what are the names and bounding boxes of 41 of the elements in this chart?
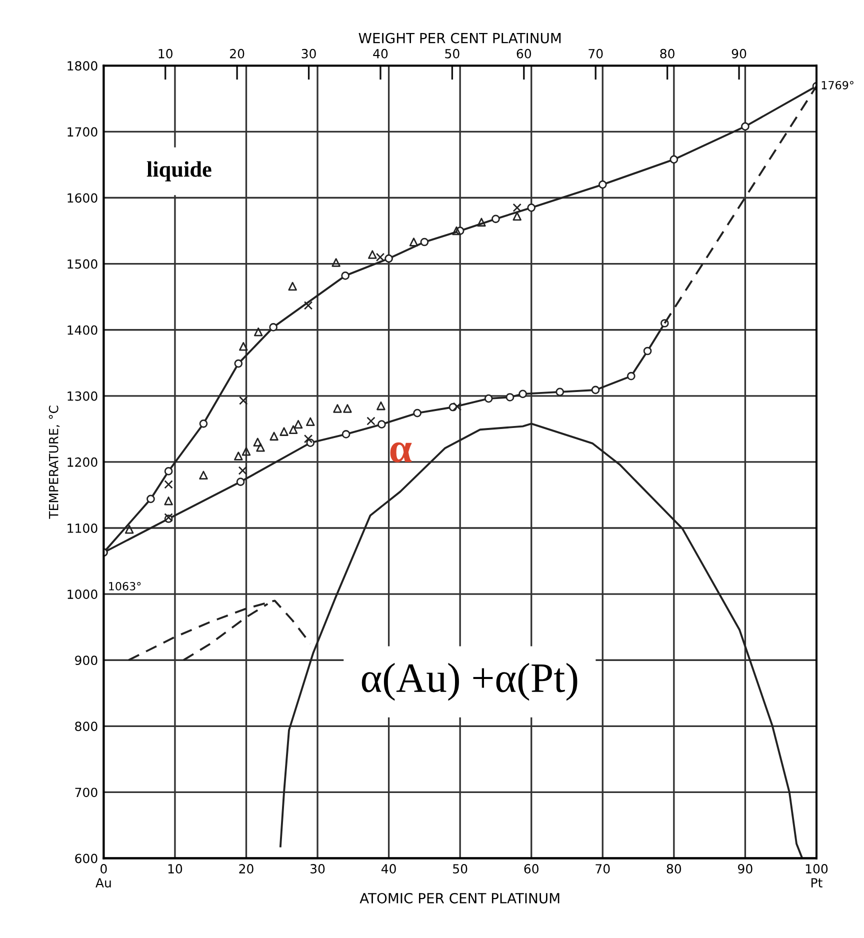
y-axis-title: TEMPERATURE, °C xyxy=(48,406,60,519)
x-tick-label: 10 xyxy=(168,864,182,874)
x2-tick-label: 20 xyxy=(230,48,244,58)
y-tick-label: 1200 xyxy=(68,457,98,467)
y-tick-label: 1800 xyxy=(68,61,98,71)
x-tick-label: 60 xyxy=(524,864,538,874)
x2-tick-label: 10 xyxy=(158,48,172,58)
x2-tick-label: 70 xyxy=(588,48,603,58)
x-tick-label: 40 xyxy=(381,864,396,874)
y-tick-label: 1000 xyxy=(68,590,98,599)
x-tick-label: 70 xyxy=(596,864,610,874)
y-tick-label: 1700 xyxy=(68,127,98,137)
annotation: α(Au) +α(Pt) xyxy=(362,662,578,701)
x-tick-label: 80 xyxy=(666,864,682,874)
y-tick-label: 1100 xyxy=(68,523,98,533)
x2-tick-label: 90 xyxy=(732,48,746,58)
x2-tick-label: 50 xyxy=(445,48,460,58)
annotation: liquide xyxy=(146,161,212,182)
x-axis-title: ATOMIC PER CENT PLATINUM xyxy=(360,892,560,904)
y-tick-label: 800 xyxy=(75,722,98,732)
y-tick-label: 1600 xyxy=(68,193,98,203)
x-tick-label: 100 Pt xyxy=(806,864,828,888)
annotation: α xyxy=(390,442,412,462)
x2-axis-title: WEIGHT PER CENT PLATINUM xyxy=(358,32,561,44)
y-tick-label: 1300 xyxy=(68,391,98,401)
x-tick-label: 0 Au xyxy=(96,864,111,888)
annotation: 1063° xyxy=(109,582,141,590)
y-tick-label: 900 xyxy=(75,656,98,666)
x-tick-label: 20 xyxy=(239,864,254,874)
x-tick-label: 50 xyxy=(453,864,468,874)
y-tick-label: 1400 xyxy=(68,325,98,335)
x-tick-label: 30 xyxy=(310,864,325,874)
annotation: 1769° xyxy=(822,80,854,90)
x2-tick-label: 60 xyxy=(516,48,532,58)
x2-tick-label: 30 xyxy=(302,48,316,58)
x2-tick-label: 80 xyxy=(660,48,674,58)
y-tick-label: 700 xyxy=(75,788,98,798)
x-tick-label: 90 xyxy=(738,864,752,874)
y-tick-label: 1500 xyxy=(68,259,98,269)
y-tick-label: 600 xyxy=(75,854,98,864)
x2-tick-label: 40 xyxy=(373,48,388,58)
